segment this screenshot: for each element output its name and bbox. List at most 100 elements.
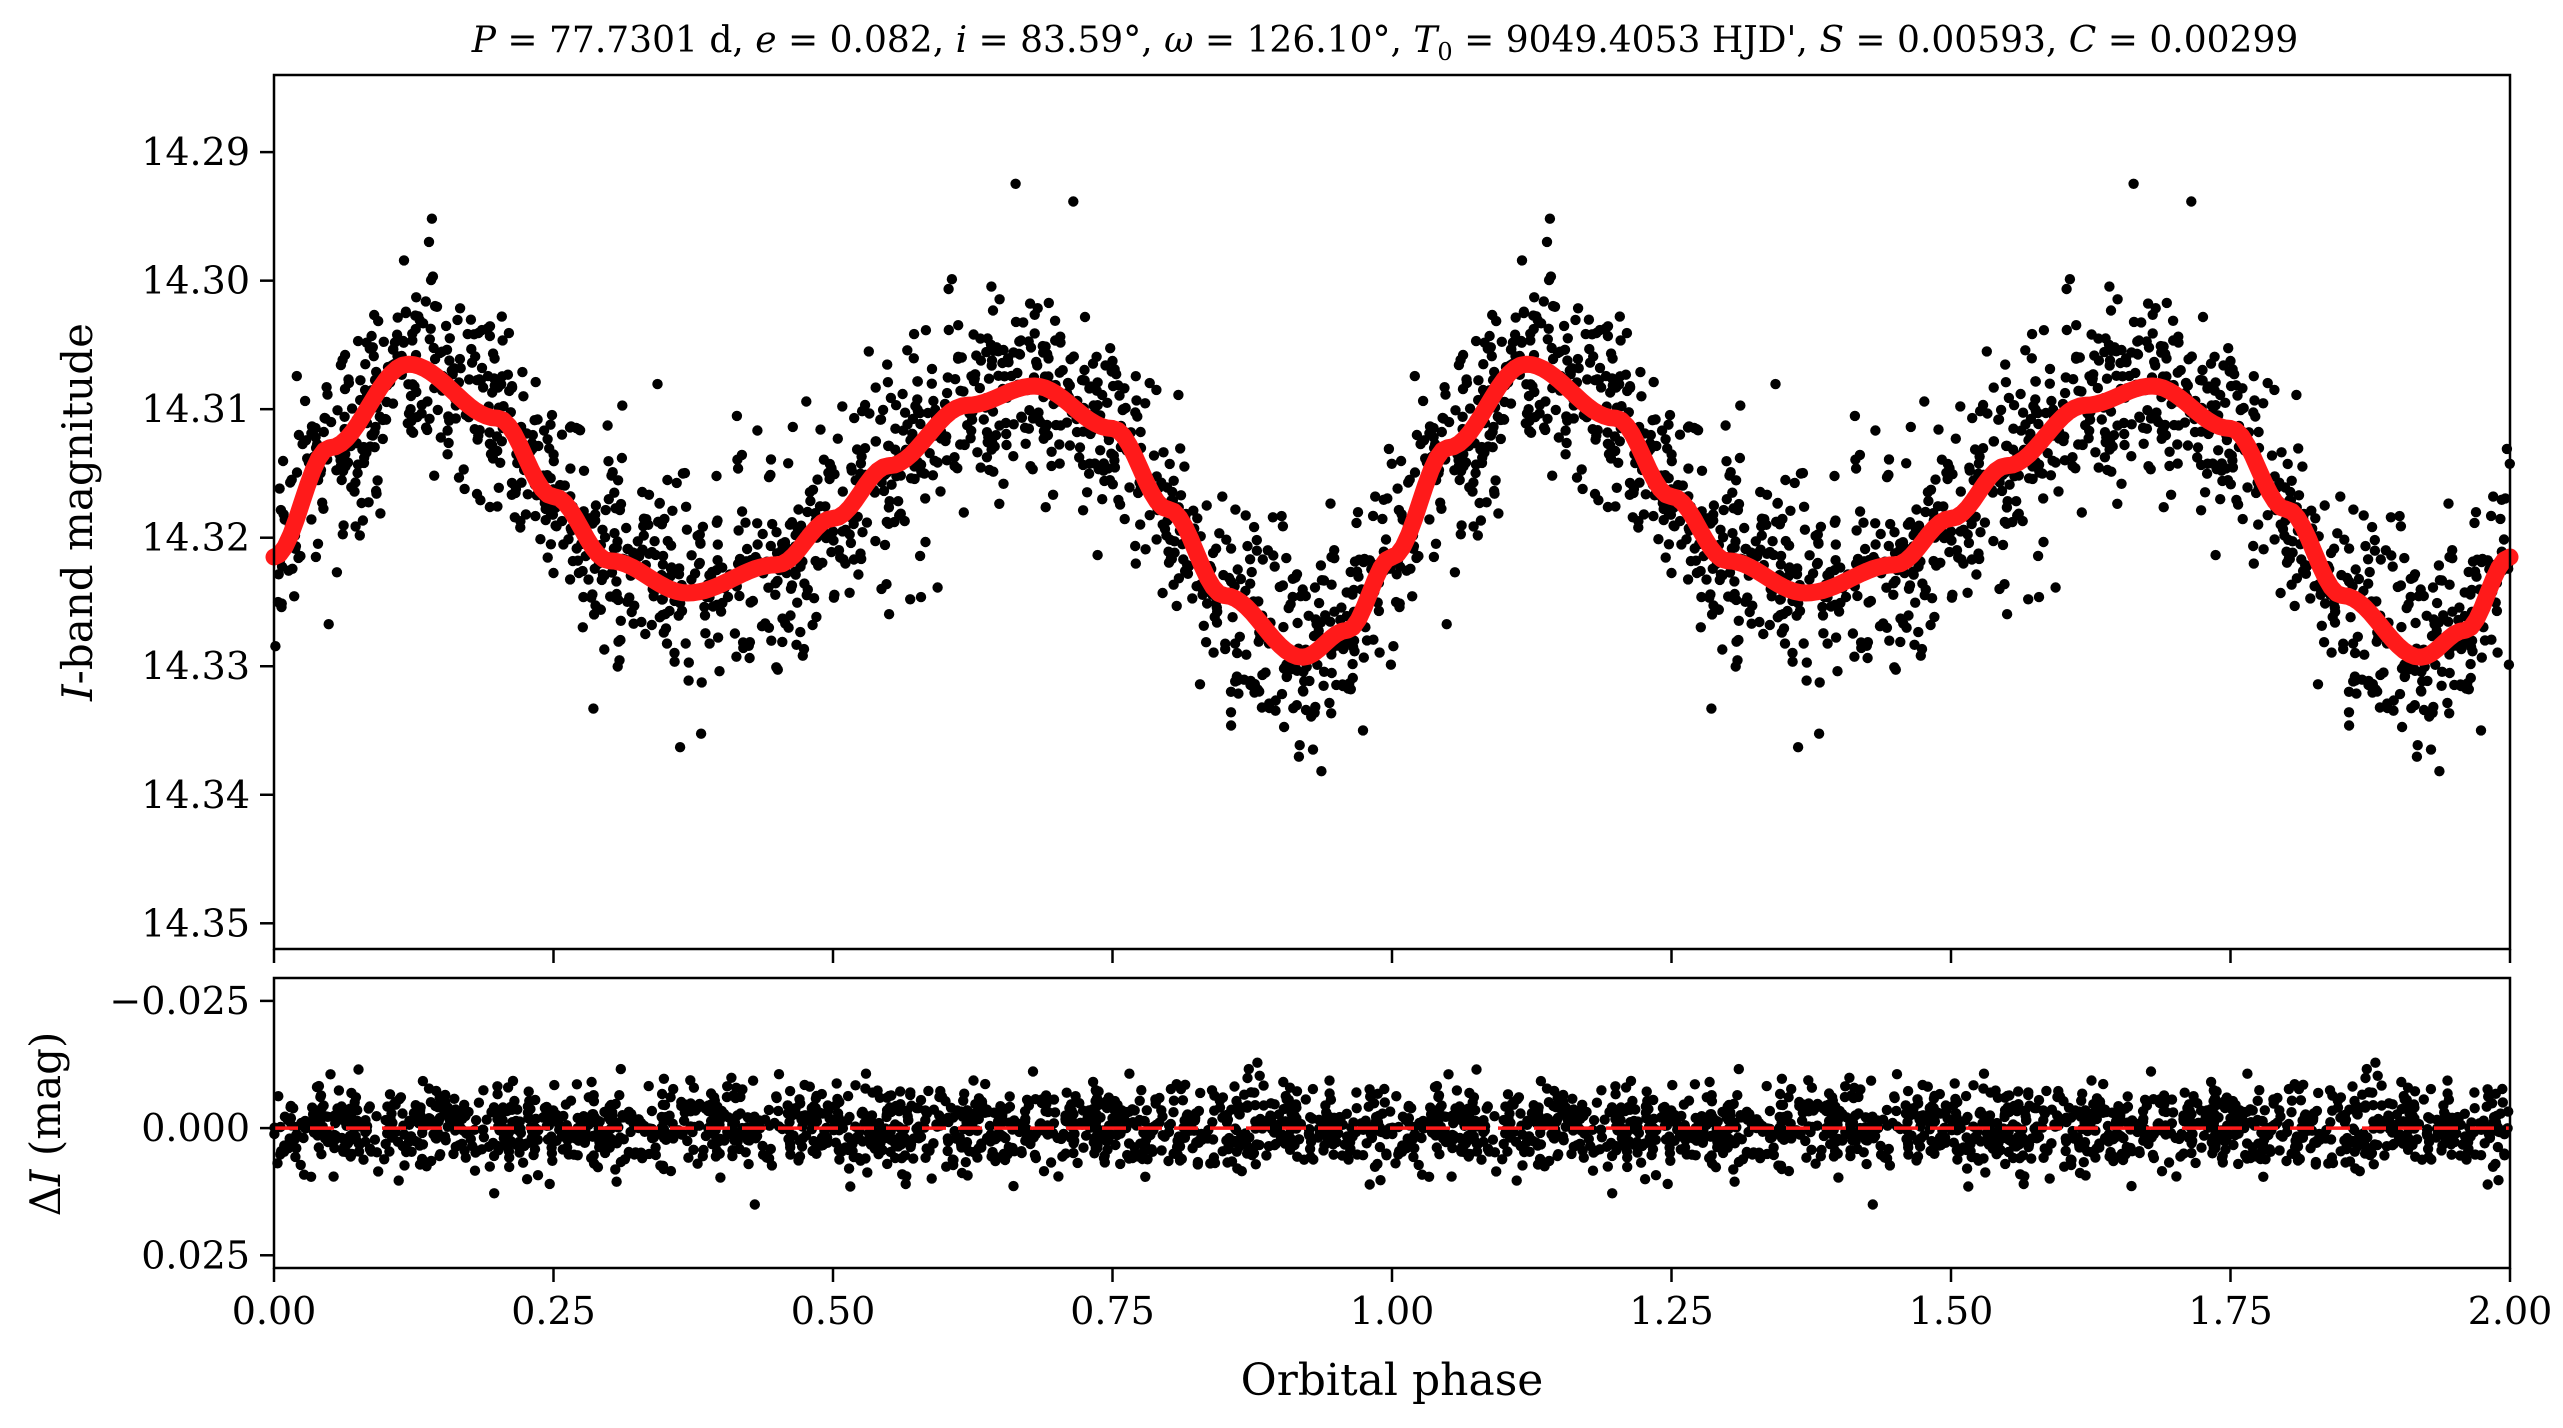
title-t-subscript: 0	[1437, 38, 1452, 66]
residual-point	[1823, 1088, 1835, 1099]
observation-point	[1967, 412, 1978, 424]
observation-point	[1079, 311, 1091, 323]
residual-point	[646, 1105, 658, 1117]
observation-point	[985, 339, 997, 350]
observation-point	[2050, 582, 2061, 593]
observation-point	[711, 564, 722, 576]
observation-point	[1079, 364, 1090, 376]
observation-point	[956, 352, 967, 363]
observation-point	[1240, 510, 1251, 521]
observation-point	[2411, 751, 2423, 762]
observation-point	[1106, 366, 1117, 377]
observation-point	[1316, 766, 1327, 777]
observation-point	[2291, 389, 2302, 401]
observation-point	[1386, 458, 1398, 469]
observation-point	[578, 465, 590, 476]
observation-point	[1723, 591, 1734, 602]
observation-point	[1947, 589, 1958, 600]
observation-point	[1054, 439, 1065, 450]
observation-point	[926, 378, 937, 389]
observation-point	[2335, 491, 2346, 502]
observation-point	[443, 411, 454, 422]
residual-point	[2258, 1171, 2269, 1183]
observation-point	[731, 651, 742, 662]
residual-point	[1168, 1095, 1180, 1106]
residual-point	[972, 1152, 983, 1163]
observation-point	[1468, 477, 1479, 488]
observation-point	[1538, 296, 1550, 307]
observation-point	[2287, 536, 2298, 547]
observation-point	[323, 619, 334, 630]
observation-point	[391, 329, 403, 340]
residual-point	[614, 1090, 625, 1101]
observation-point	[694, 529, 705, 540]
observation-point	[2372, 686, 2383, 697]
observation-point	[2416, 686, 2427, 697]
residual-point	[882, 1158, 893, 1170]
observation-point	[893, 496, 904, 507]
observation-point	[2350, 564, 2361, 575]
residual-point	[1535, 1075, 1547, 1087]
residual-point	[834, 1154, 845, 1165]
observation-point	[661, 638, 673, 649]
observation-point	[1436, 426, 1448, 438]
residual-point	[2228, 1139, 2239, 1151]
observation-point	[1832, 666, 1843, 677]
observation-point	[477, 382, 489, 393]
observation-point	[802, 506, 813, 518]
observation-point	[1498, 413, 1509, 425]
observation-point	[2444, 579, 2455, 590]
observation-point	[2253, 426, 2264, 438]
observation-point	[1559, 344, 1571, 355]
residual-point	[1796, 1115, 1808, 1127]
observation-point	[286, 474, 297, 485]
observation-point	[459, 483, 470, 495]
observation-point	[2000, 359, 2011, 370]
observation-point	[1714, 574, 1726, 586]
residual-point	[2233, 1158, 2244, 1170]
observation-point	[1084, 458, 1095, 469]
observation-point	[2116, 344, 2127, 356]
residual-point	[1087, 1076, 1099, 1088]
observation-point	[2059, 387, 2071, 399]
observation-point	[1516, 255, 1528, 266]
observation-point	[2297, 565, 2309, 577]
residual-point	[478, 1085, 489, 1096]
observation-point	[986, 355, 998, 366]
observation-point	[1962, 587, 1973, 598]
observation-point	[2141, 423, 2153, 434]
observation-point	[2101, 432, 2112, 443]
observation-point	[1023, 423, 1035, 434]
observation-point	[1455, 529, 1467, 540]
observation-point	[1726, 543, 1738, 554]
observation-point	[2230, 380, 2242, 391]
residual-point	[1291, 1086, 1303, 1097]
observation-point	[1151, 384, 1162, 396]
observation-point	[2463, 566, 2474, 578]
observation-point	[2158, 502, 2169, 513]
observation-point	[2046, 395, 2057, 407]
observation-point	[1883, 454, 1895, 465]
observation-point	[993, 370, 1004, 381]
observation-point	[1964, 465, 1976, 476]
observation-point	[2394, 510, 2405, 522]
observation-point	[1571, 472, 1583, 483]
observation-point	[331, 567, 343, 578]
observation-point	[1046, 446, 1057, 457]
observation-point	[1936, 454, 1948, 465]
observation-point	[291, 467, 303, 478]
observation-point	[1564, 365, 1576, 376]
observation-point	[2126, 419, 2137, 430]
observation-point	[378, 336, 389, 347]
observation-point	[2227, 455, 2238, 466]
residual-point	[1606, 1102, 1618, 1113]
observation-point	[1025, 342, 1037, 353]
observation-point	[506, 382, 518, 393]
residual-point	[2369, 1139, 2380, 1150]
residual-point	[984, 1120, 996, 1132]
observation-point	[928, 395, 939, 407]
residual-point	[980, 1078, 991, 1090]
residual-point	[1806, 1144, 1817, 1156]
observation-point	[2030, 376, 2042, 387]
observation-point	[425, 323, 436, 334]
